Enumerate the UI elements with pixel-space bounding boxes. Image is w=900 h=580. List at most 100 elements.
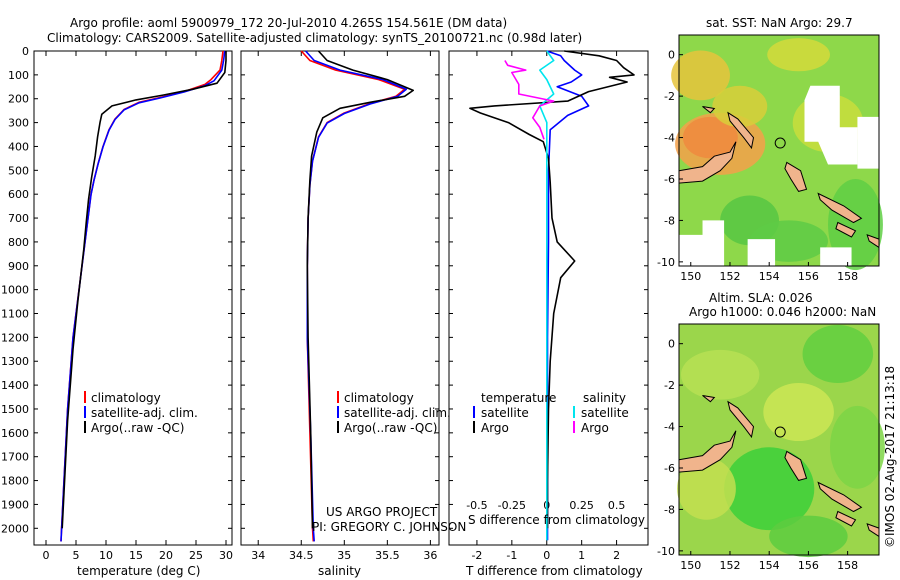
depth-tick-label: 300 xyxy=(8,117,29,130)
legend-header-temperature: temperature xyxy=(481,391,556,405)
temperature-axis-label: temperature (deg C) xyxy=(77,564,200,578)
s-tick-label: -0.25 xyxy=(498,499,526,512)
land-polygon xyxy=(678,430,737,473)
no-data-region xyxy=(820,247,852,266)
no-data-region xyxy=(857,116,879,169)
depth-tick-label: 100 xyxy=(8,69,29,82)
depth-tick-label: 1500 xyxy=(1,403,29,416)
lat-tick-label: -4 xyxy=(664,132,675,145)
x-tick-label: 34 xyxy=(251,549,265,562)
sst-map-panel: sat. SST: NaN Argo: 29.7 150 152 154 156 158… xyxy=(657,16,883,283)
lat-tick-label: 0 xyxy=(668,49,675,62)
sst-longitude-tick-labels: 150 152 154 156 158 xyxy=(680,262,858,283)
series-line-argo-raw-qc xyxy=(306,50,415,529)
legend-label-argo: Argo(..raw -QC) xyxy=(91,421,184,435)
land-polygon xyxy=(817,481,863,513)
temperature-tick-labels: 0 5 10 15 20 25 30 xyxy=(43,51,233,562)
lat-tick-label: -8 xyxy=(664,503,675,516)
depth-tick-label: 1900 xyxy=(1,498,29,511)
depth-tick-label: 800 xyxy=(8,236,29,249)
x-tick-label: 10 xyxy=(99,549,113,562)
land-polygon xyxy=(817,192,863,224)
x-tick-label: 0 xyxy=(543,549,550,562)
sla-map-title-line1: Altim. SLA: 0.026 xyxy=(709,291,813,305)
s-difference-tick-labels: -0.5 -0.25 0 0.25 0.5 xyxy=(466,499,625,512)
depth-tick-label: 600 xyxy=(8,188,29,201)
x-tick-label: 35.5 xyxy=(375,549,400,562)
series-line-salinity-argo xyxy=(504,60,555,140)
map-field-blob xyxy=(680,349,760,400)
legend-label-s-argo: Argo xyxy=(581,421,609,435)
legend-label-satellite: satellite-adj. clim. xyxy=(344,406,451,420)
map-field-blob xyxy=(763,383,834,442)
legend-label-t-argo: Argo xyxy=(481,421,509,435)
salinity-panel: 34 34.5 35 35.5 36 salinity climatology sate… xyxy=(240,50,466,578)
x-tick-label: 34.5 xyxy=(289,549,314,562)
series-line-salinity-satellite xyxy=(538,50,555,541)
legend-label-t-satellite: satellite xyxy=(481,406,529,420)
legend-header-salinity: salinity xyxy=(583,391,626,405)
land-polygon xyxy=(702,395,716,403)
lat-tick-label: -2 xyxy=(664,379,675,392)
s-tick-label: 0.5 xyxy=(608,499,626,512)
legend-label-satellite: satellite-adj. clim. xyxy=(91,406,198,420)
lon-tick-label: 158 xyxy=(837,270,858,283)
salinity-axis-label: salinity xyxy=(318,564,361,578)
map-field-blob xyxy=(828,178,883,271)
pi-credit: PI: GREGORY C. JOHNSON xyxy=(312,520,466,534)
legend-label-climatology: climatology xyxy=(91,391,161,405)
lon-tick-label: 154 xyxy=(759,270,780,283)
temperature-panel: 0100200300400500600700800900100011001200… xyxy=(1,45,648,578)
depth-tick-label: 1400 xyxy=(1,379,29,392)
no-data-region xyxy=(747,239,776,266)
depth-tick-label: 1200 xyxy=(1,331,29,344)
lon-tick-label: 150 xyxy=(680,559,701,572)
lon-tick-label: 150 xyxy=(680,270,701,283)
x-tick-label: -1 xyxy=(506,549,517,562)
sla-map-image xyxy=(677,324,885,558)
sst-map-title: sat. SST: NaN Argo: 29.7 xyxy=(706,16,853,30)
float-position-marker xyxy=(774,137,786,149)
lon-tick-label: 158 xyxy=(837,559,858,572)
depth-tick-label: 1100 xyxy=(1,308,29,321)
legend-label-argo: Argo(..raw -QC) xyxy=(344,421,437,435)
x-tick-label: 15 xyxy=(129,549,143,562)
sla-map-panel: Altim. SLA: 0.026 Argo h1000: 0.046 h200… xyxy=(657,291,885,572)
map-field-blob xyxy=(671,50,730,101)
lat-tick-label: 0 xyxy=(668,338,675,351)
series-line-temperature-argo xyxy=(469,50,635,529)
map-field-blob xyxy=(769,515,848,558)
salinity-profile-lines xyxy=(300,50,415,542)
legend-label-s-satellite: satellite xyxy=(581,406,629,420)
sla-latitude-tick-labels: 0 -2 -4 -6 -8 -10 xyxy=(657,338,683,558)
x-tick-label: 36 xyxy=(423,549,437,562)
lat-tick-label: -6 xyxy=(664,173,675,186)
depth-tick-label: 1300 xyxy=(1,355,29,368)
land-polygon xyxy=(784,161,808,192)
depth-tick-label: 900 xyxy=(8,260,29,273)
x-tick-label: 2 xyxy=(613,549,620,562)
lon-tick-label: 156 xyxy=(798,559,819,572)
map-field-blob xyxy=(767,38,830,72)
x-tick-label: 35 xyxy=(337,549,351,562)
salinity-plot-frame xyxy=(240,50,440,546)
sla-map-title-line2: Argo h1000: 0.046 h2000: NaN xyxy=(689,305,876,319)
x-tick-label: 20 xyxy=(159,549,173,562)
land-polygon xyxy=(784,450,808,481)
depth-tick-label: 200 xyxy=(8,93,29,106)
x-tick-label: 1 xyxy=(578,549,585,562)
depth-tick-label: 400 xyxy=(8,140,29,153)
depth-tick-label: 700 xyxy=(8,212,29,225)
map-field-blob xyxy=(829,405,885,489)
series-line-temperature-satellite xyxy=(546,50,590,541)
lat-tick-label: -6 xyxy=(664,462,675,475)
s-difference-axis-label: S difference from climatology xyxy=(468,513,645,527)
map-field-blob xyxy=(712,85,768,128)
depth-tick-label: 1800 xyxy=(1,475,29,488)
lon-tick-label: 156 xyxy=(798,270,819,283)
legend-label-climatology: climatology xyxy=(344,391,414,405)
lon-tick-label: 152 xyxy=(719,559,740,572)
land-polygon xyxy=(835,221,857,238)
lat-tick-label: -2 xyxy=(664,90,675,103)
